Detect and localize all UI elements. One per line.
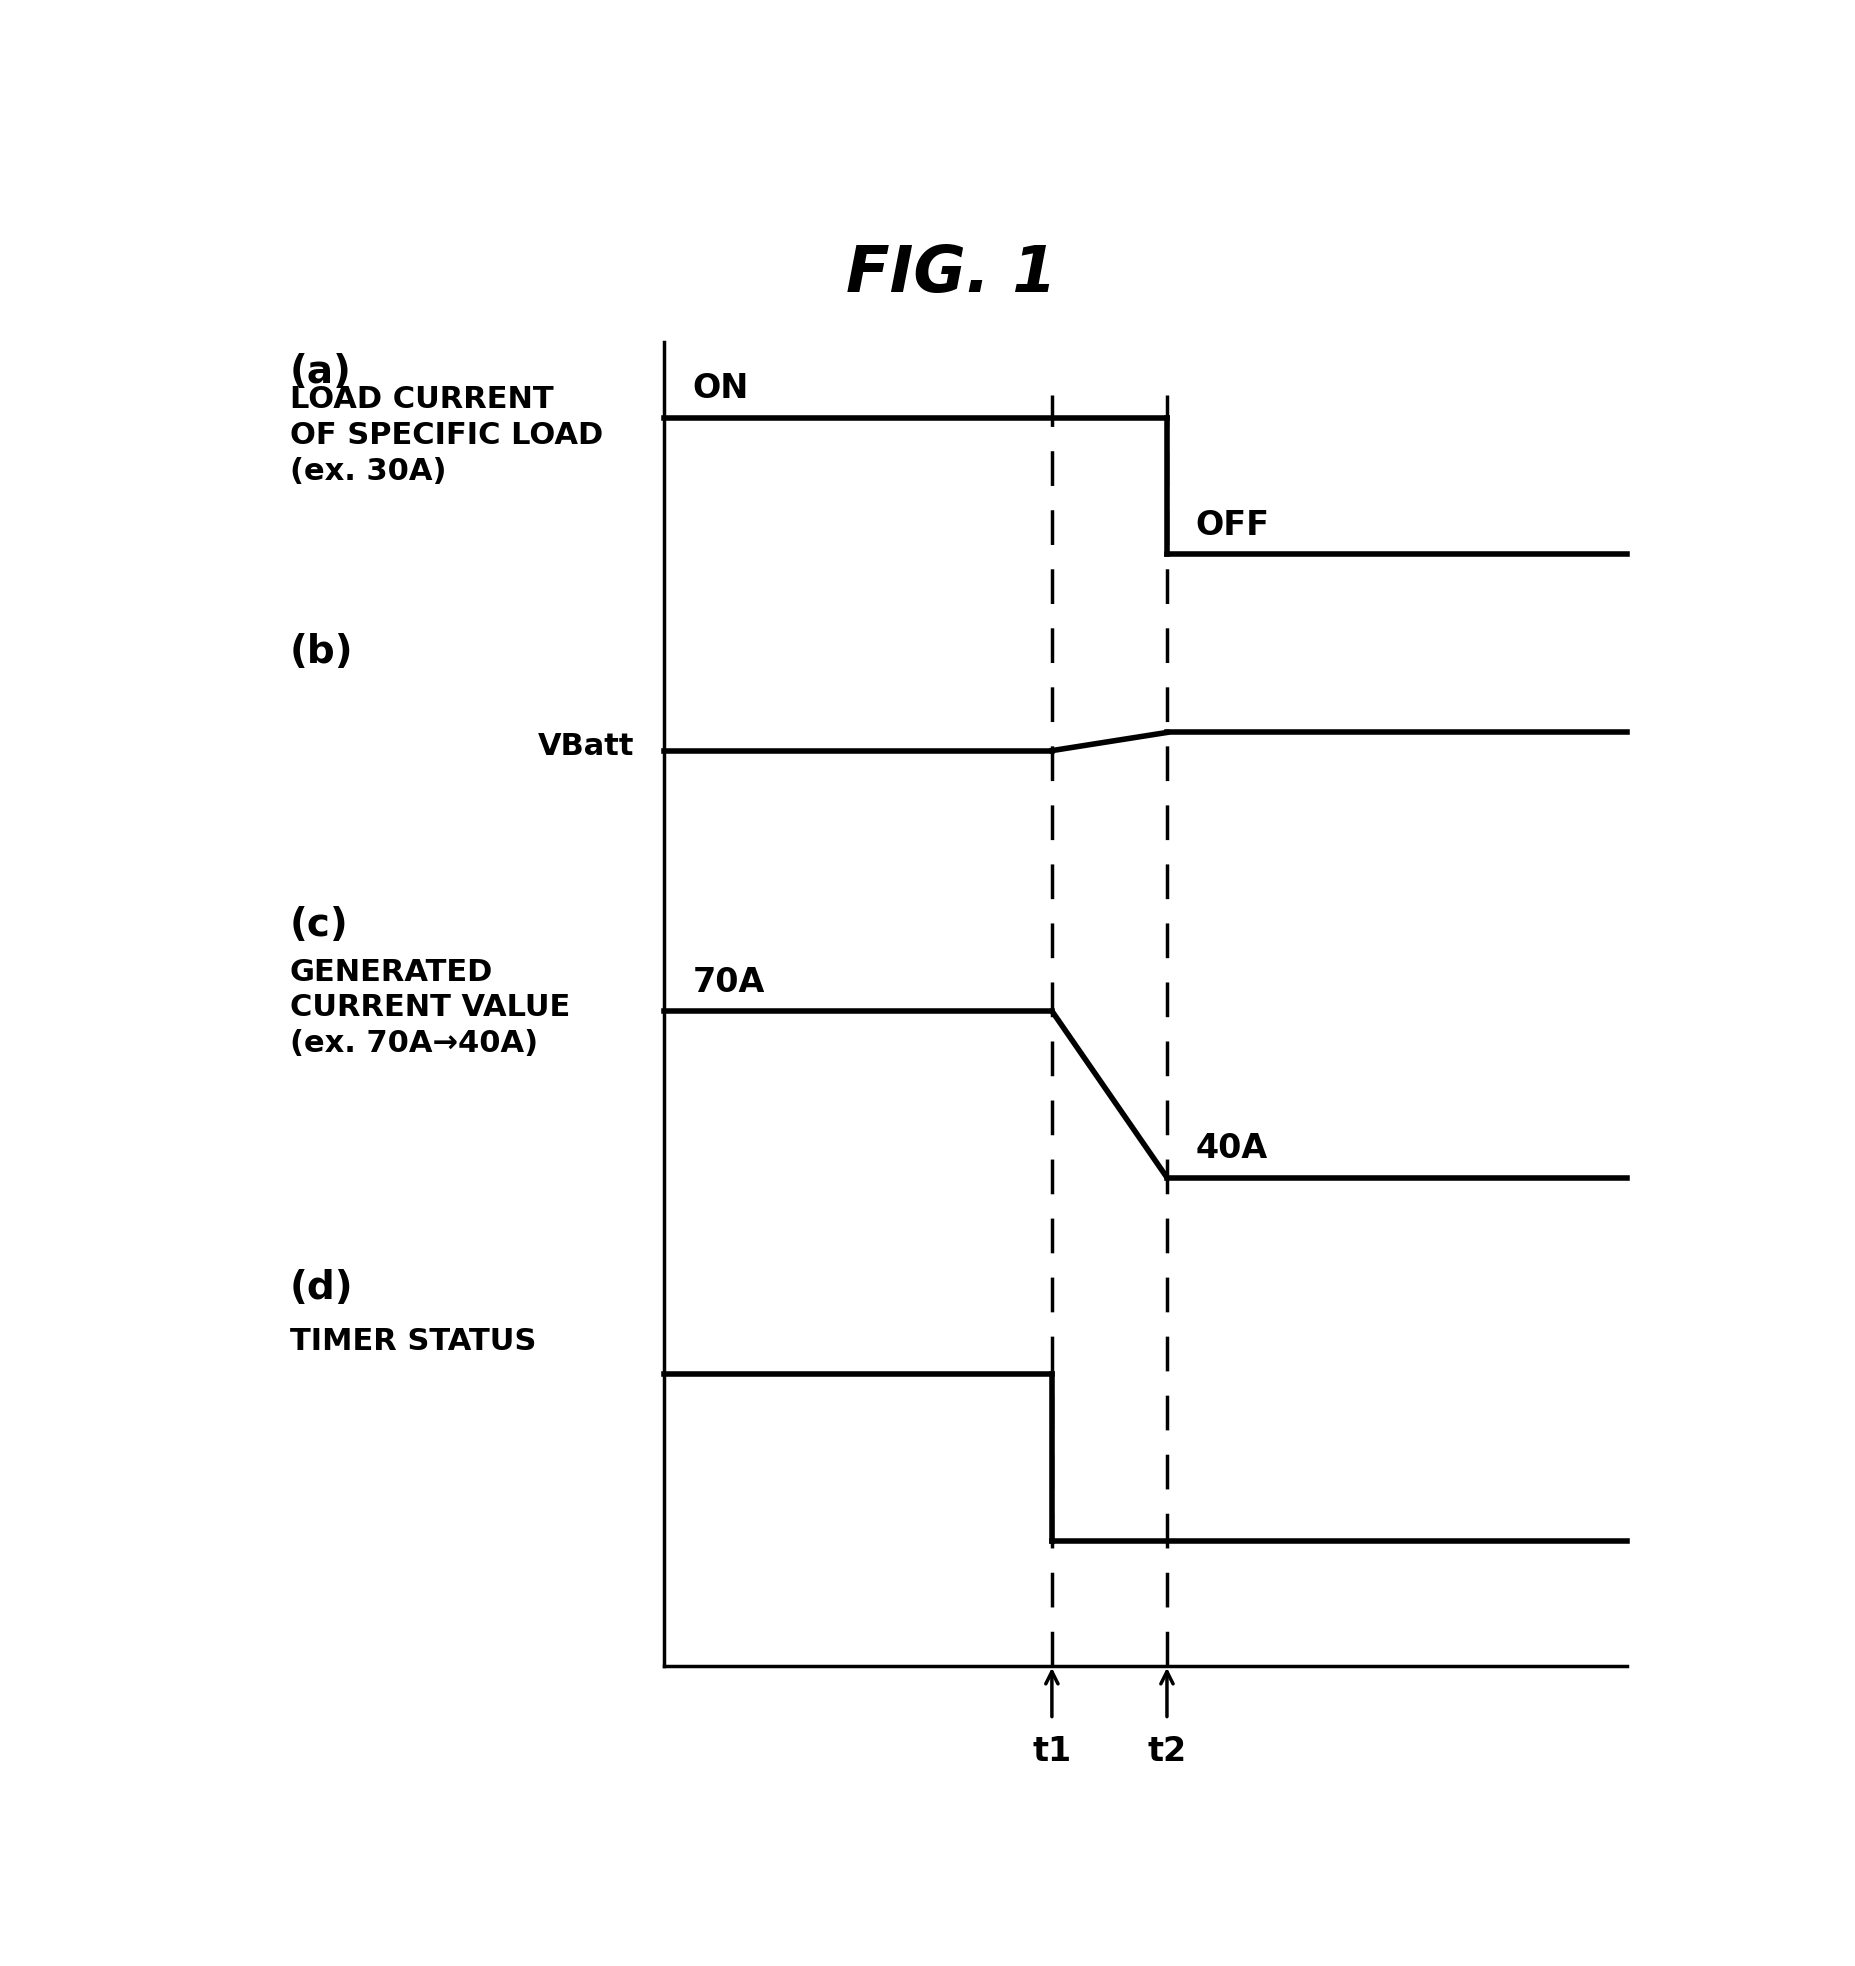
Text: 70A: 70A (692, 965, 764, 999)
Text: (a): (a) (289, 354, 351, 391)
Text: t1: t1 (1031, 1734, 1070, 1767)
Text: TIMER STATUS: TIMER STATUS (289, 1327, 536, 1355)
Text: LOAD CURRENT
OF SPECIFIC LOAD
(ex. 30A): LOAD CURRENT OF SPECIFIC LOAD (ex. 30A) (289, 385, 603, 486)
Text: FIG. 1: FIG. 1 (846, 242, 1055, 305)
Text: (b): (b) (289, 633, 352, 670)
Text: t2: t2 (1146, 1734, 1185, 1767)
Text: GENERATED
CURRENT VALUE
(ex. 70A→40A): GENERATED CURRENT VALUE (ex. 70A→40A) (289, 957, 569, 1058)
Text: (c): (c) (289, 906, 349, 944)
Text: OFF: OFF (1195, 509, 1269, 543)
Text: ON: ON (692, 372, 748, 405)
Text: 40A: 40A (1195, 1132, 1267, 1166)
Text: VBatt: VBatt (538, 731, 634, 761)
Text: (d): (d) (289, 1268, 352, 1307)
